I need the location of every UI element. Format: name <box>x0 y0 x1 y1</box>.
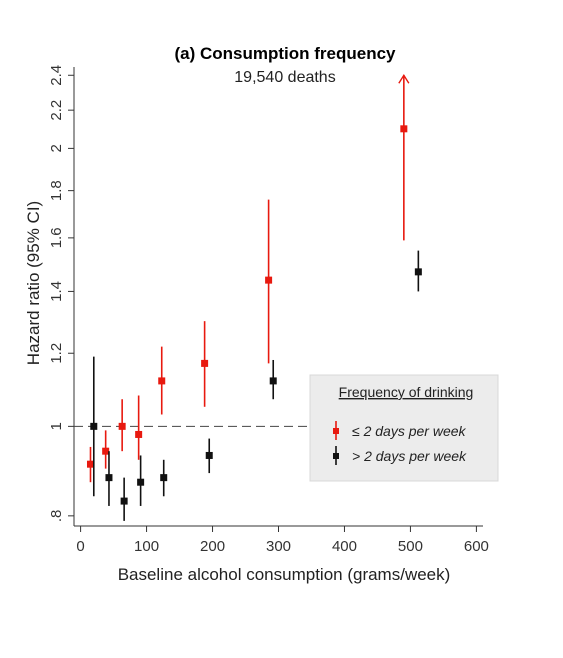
x-tick-label: 400 <box>332 538 357 555</box>
data-point <box>158 377 166 385</box>
data-point <box>414 268 422 276</box>
legend-box <box>309 374 499 482</box>
chart-title: (a) Consumption frequency <box>174 44 396 63</box>
data-point <box>160 474 168 482</box>
data-point <box>90 422 98 430</box>
data-point <box>265 276 273 284</box>
x-tick-label: 100 <box>134 538 159 555</box>
y-tick-label: 1.8 <box>48 180 65 201</box>
legend: Frequency of drinking ≤ 2 days per week >… <box>309 374 499 482</box>
y-tick-label: 1.4 <box>48 281 65 302</box>
data-point <box>269 377 277 385</box>
x-tick-label: 300 <box>266 538 291 555</box>
plot-area: 0 100 200 300 400 500 600 .8 1 1.2 1.4 1.6 1.8 2 2.2 2.… <box>48 65 489 555</box>
legend-marker <box>333 428 339 434</box>
x-tick-label: 0 <box>76 538 84 555</box>
y-tick-label: 1.2 <box>48 343 65 364</box>
data-point <box>205 451 213 459</box>
legend-title: Frequency of drinking <box>339 384 474 400</box>
data-point <box>400 125 408 133</box>
data-point <box>86 460 94 468</box>
y-tick-label: 2 <box>48 144 65 152</box>
y-tick-label: 1.6 <box>48 227 65 248</box>
y-tick-label: 2.4 <box>48 65 65 86</box>
x-tick-label: 500 <box>398 538 423 555</box>
data-point <box>105 474 113 482</box>
legend-label: > 2 days per week <box>352 448 467 464</box>
data-point <box>135 430 143 438</box>
data-point <box>102 447 110 455</box>
x-tick-label: 600 <box>464 538 489 555</box>
x-tick-label: 200 <box>200 538 225 555</box>
series-1 <box>86 73 410 483</box>
legend-label: ≤ 2 days per week <box>352 423 467 439</box>
chart-subtitle: 19,540 deaths <box>234 69 335 86</box>
y-tick-label: 1 <box>48 422 65 430</box>
x-axis-label: Baseline alcohol consumption (grams/week… <box>118 565 451 584</box>
data-point <box>201 359 209 367</box>
legend-marker <box>333 453 339 459</box>
y-tick-label: 2.2 <box>48 100 65 121</box>
data-point <box>118 422 126 430</box>
data-point <box>120 497 128 505</box>
ci-arrow <box>398 73 410 84</box>
legend-items: ≤ 2 days per week > 2 days per week <box>333 421 467 465</box>
series-2 <box>90 250 422 521</box>
y-tick-label: .8 <box>48 510 65 523</box>
y-axis-label: Hazard ratio (95% CI) <box>24 201 43 365</box>
data-point <box>137 478 145 486</box>
